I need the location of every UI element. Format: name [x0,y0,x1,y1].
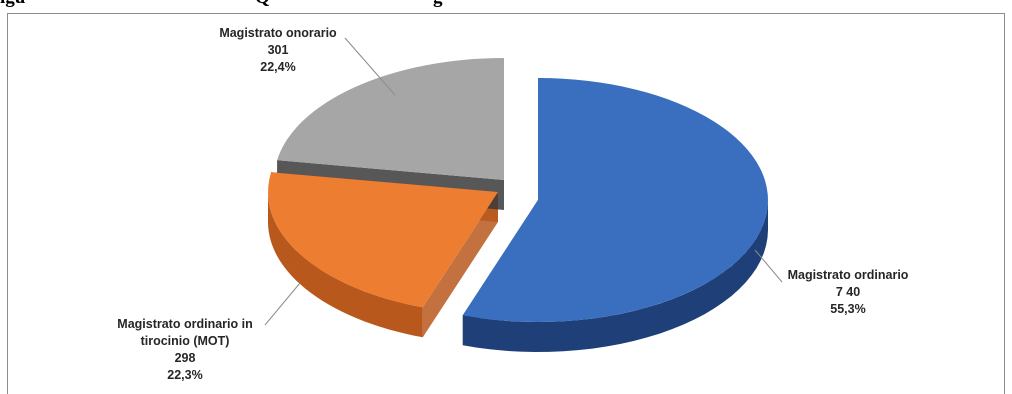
slice-label-line: Magistrato ordinario [788,268,909,282]
slice-label-2: Magistrato onorario 301 22,4% [219,26,337,74]
header-fragment-right: g [433,0,443,9]
pie-slice-2 [277,58,504,180]
slice-label-0: Magistrato ordinario 7 40 55,3% [788,268,909,316]
page-header-fragment: igu Q g [0,0,1012,13]
slice-label-line: Magistrato ordinario in [117,317,252,331]
slice-label-line: 22,4% [260,60,295,74]
header-fragment-left: igu [0,0,25,9]
slice-label-line: 301 [268,43,289,57]
slice-label-line: 22,3% [167,368,202,382]
leader-line-1 [264,282,301,326]
pie-slice-0 [462,78,768,323]
chart-frame [7,13,1005,394]
leader-line-0 [754,249,783,283]
slice-label-1: Magistrato ordinario in tirocinio (MOT) 29… [117,317,252,382]
slice-label-line: tirocinio (MOT) [141,334,230,348]
pie-slice-1 [268,172,498,308]
leader-line-2 [344,37,396,96]
header-fragment-mid: Q [255,0,270,9]
slice-label-line: Magistrato onorario [219,26,337,40]
slice-label-line: 7 40 [836,285,860,299]
slice-label-line: 55,3% [830,302,865,316]
slice-label-line: 298 [175,351,196,365]
